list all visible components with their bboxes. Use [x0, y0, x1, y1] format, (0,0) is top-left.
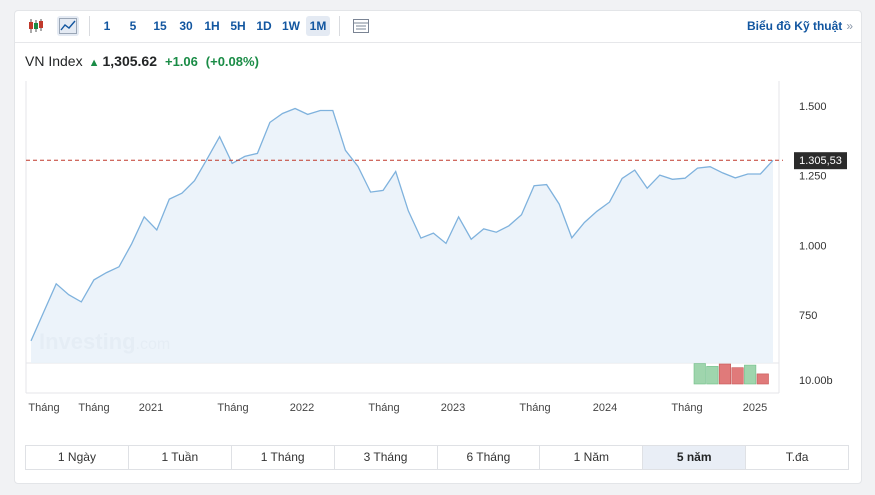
price-chart[interactable]: Investing.com1.5001.2501.0007501.305,531…	[15, 11, 861, 431]
range-button[interactable]: T.đa	[785, 450, 809, 464]
technical-chart-link-label: Biểu đồ Kỹ thuật	[746, 19, 843, 33]
area-chart-icon[interactable]	[57, 16, 79, 36]
x-tick-label: Tháng	[368, 402, 399, 414]
range-button[interactable]: 3 Tháng	[335, 446, 438, 469]
interval-1d[interactable]: 1D	[256, 19, 272, 33]
chart-widget: 1 5 15 30 1H 5H 1D 1W 1M Biểu đồ Kỹ thuậ…	[14, 10, 862, 484]
quote-header: VN Index ▲ 1,305.62 +1.06 (+0.08%)	[25, 51, 259, 71]
last-price: 1,305.62	[102, 53, 157, 69]
current-price-tag-label: 1.305,53	[799, 155, 842, 167]
volume-bar	[756, 373, 769, 385]
range-button[interactable]: 1 Ngày	[26, 446, 129, 469]
x-tick-label: Tháng	[28, 402, 59, 414]
volume-bar	[731, 367, 744, 385]
y-tick-label: 1.000	[799, 240, 827, 252]
y-tick-label: 1.500	[799, 101, 827, 113]
interval-15[interactable]: 15	[153, 19, 167, 33]
x-tick-label: 2024	[593, 402, 617, 414]
price-change: +1.06	[164, 54, 198, 69]
range-button[interactable]: 1 Tuần	[129, 446, 232, 469]
interval-1m[interactable]: 1M	[306, 16, 330, 36]
volume-bar	[744, 364, 757, 385]
x-tick-label: 2023	[441, 402, 465, 414]
table-icon[interactable]	[350, 16, 372, 36]
arrow-up-icon: ▲	[88, 57, 100, 69]
volume-bar	[718, 363, 732, 385]
interval-1[interactable]: 1	[103, 19, 111, 33]
x-tick-label: Tháng	[671, 402, 702, 414]
interval-1h[interactable]: 1H	[204, 19, 220, 33]
time-range-selector: 1 Ngày 1 Tuần 1 Tháng 3 Tháng 6 Tháng 1 Năm 5 …	[25, 445, 849, 470]
x-tick-label: Tháng	[78, 402, 109, 414]
price-area-fill	[31, 108, 773, 363]
price-line	[30, 107, 774, 342]
double-chevron-right-icon: »	[846, 19, 853, 33]
instrument-name: VN Index	[25, 53, 83, 69]
interval-1w[interactable]: 1W	[282, 19, 300, 33]
technical-chart-link[interactable]: Biểu đồ Kỹ thuật»	[747, 19, 853, 33]
range-button[interactable]: 5 năm	[643, 446, 747, 469]
x-tick-label: Tháng	[217, 402, 248, 414]
volume-axis-label: 10.00b	[799, 375, 833, 387]
current-price-tag	[794, 152, 847, 170]
candlestick-icon[interactable]	[25, 16, 47, 36]
range-button[interactable]: 6 Tháng	[438, 446, 541, 469]
interval-30[interactable]: 30	[179, 19, 193, 33]
interval-5h[interactable]: 5H	[230, 19, 246, 33]
volume-bar	[706, 366, 719, 385]
toolbar-divider	[89, 16, 90, 36]
y-tick-label: 1.250	[799, 171, 827, 183]
range-button[interactable]: 1 Năm	[540, 446, 644, 469]
x-tick-label: 2022	[290, 402, 314, 414]
interval-5[interactable]: 5	[129, 19, 137, 33]
price-change-percent: (+0.08%)	[205, 54, 259, 69]
x-tick-label: 2021	[139, 402, 163, 414]
range-button[interactable]: 1 Tháng	[232, 446, 335, 469]
toolbar-divider	[339, 16, 340, 36]
x-tick-label: 2025	[743, 402, 767, 414]
volume-bar	[693, 363, 706, 385]
y-tick-label: 750	[799, 310, 817, 322]
x-tick-label: Tháng	[519, 402, 550, 414]
chart-toolbar: 1 5 15 30 1H 5H 1D 1W 1M Biểu đồ Kỹ thuậ…	[15, 11, 861, 43]
